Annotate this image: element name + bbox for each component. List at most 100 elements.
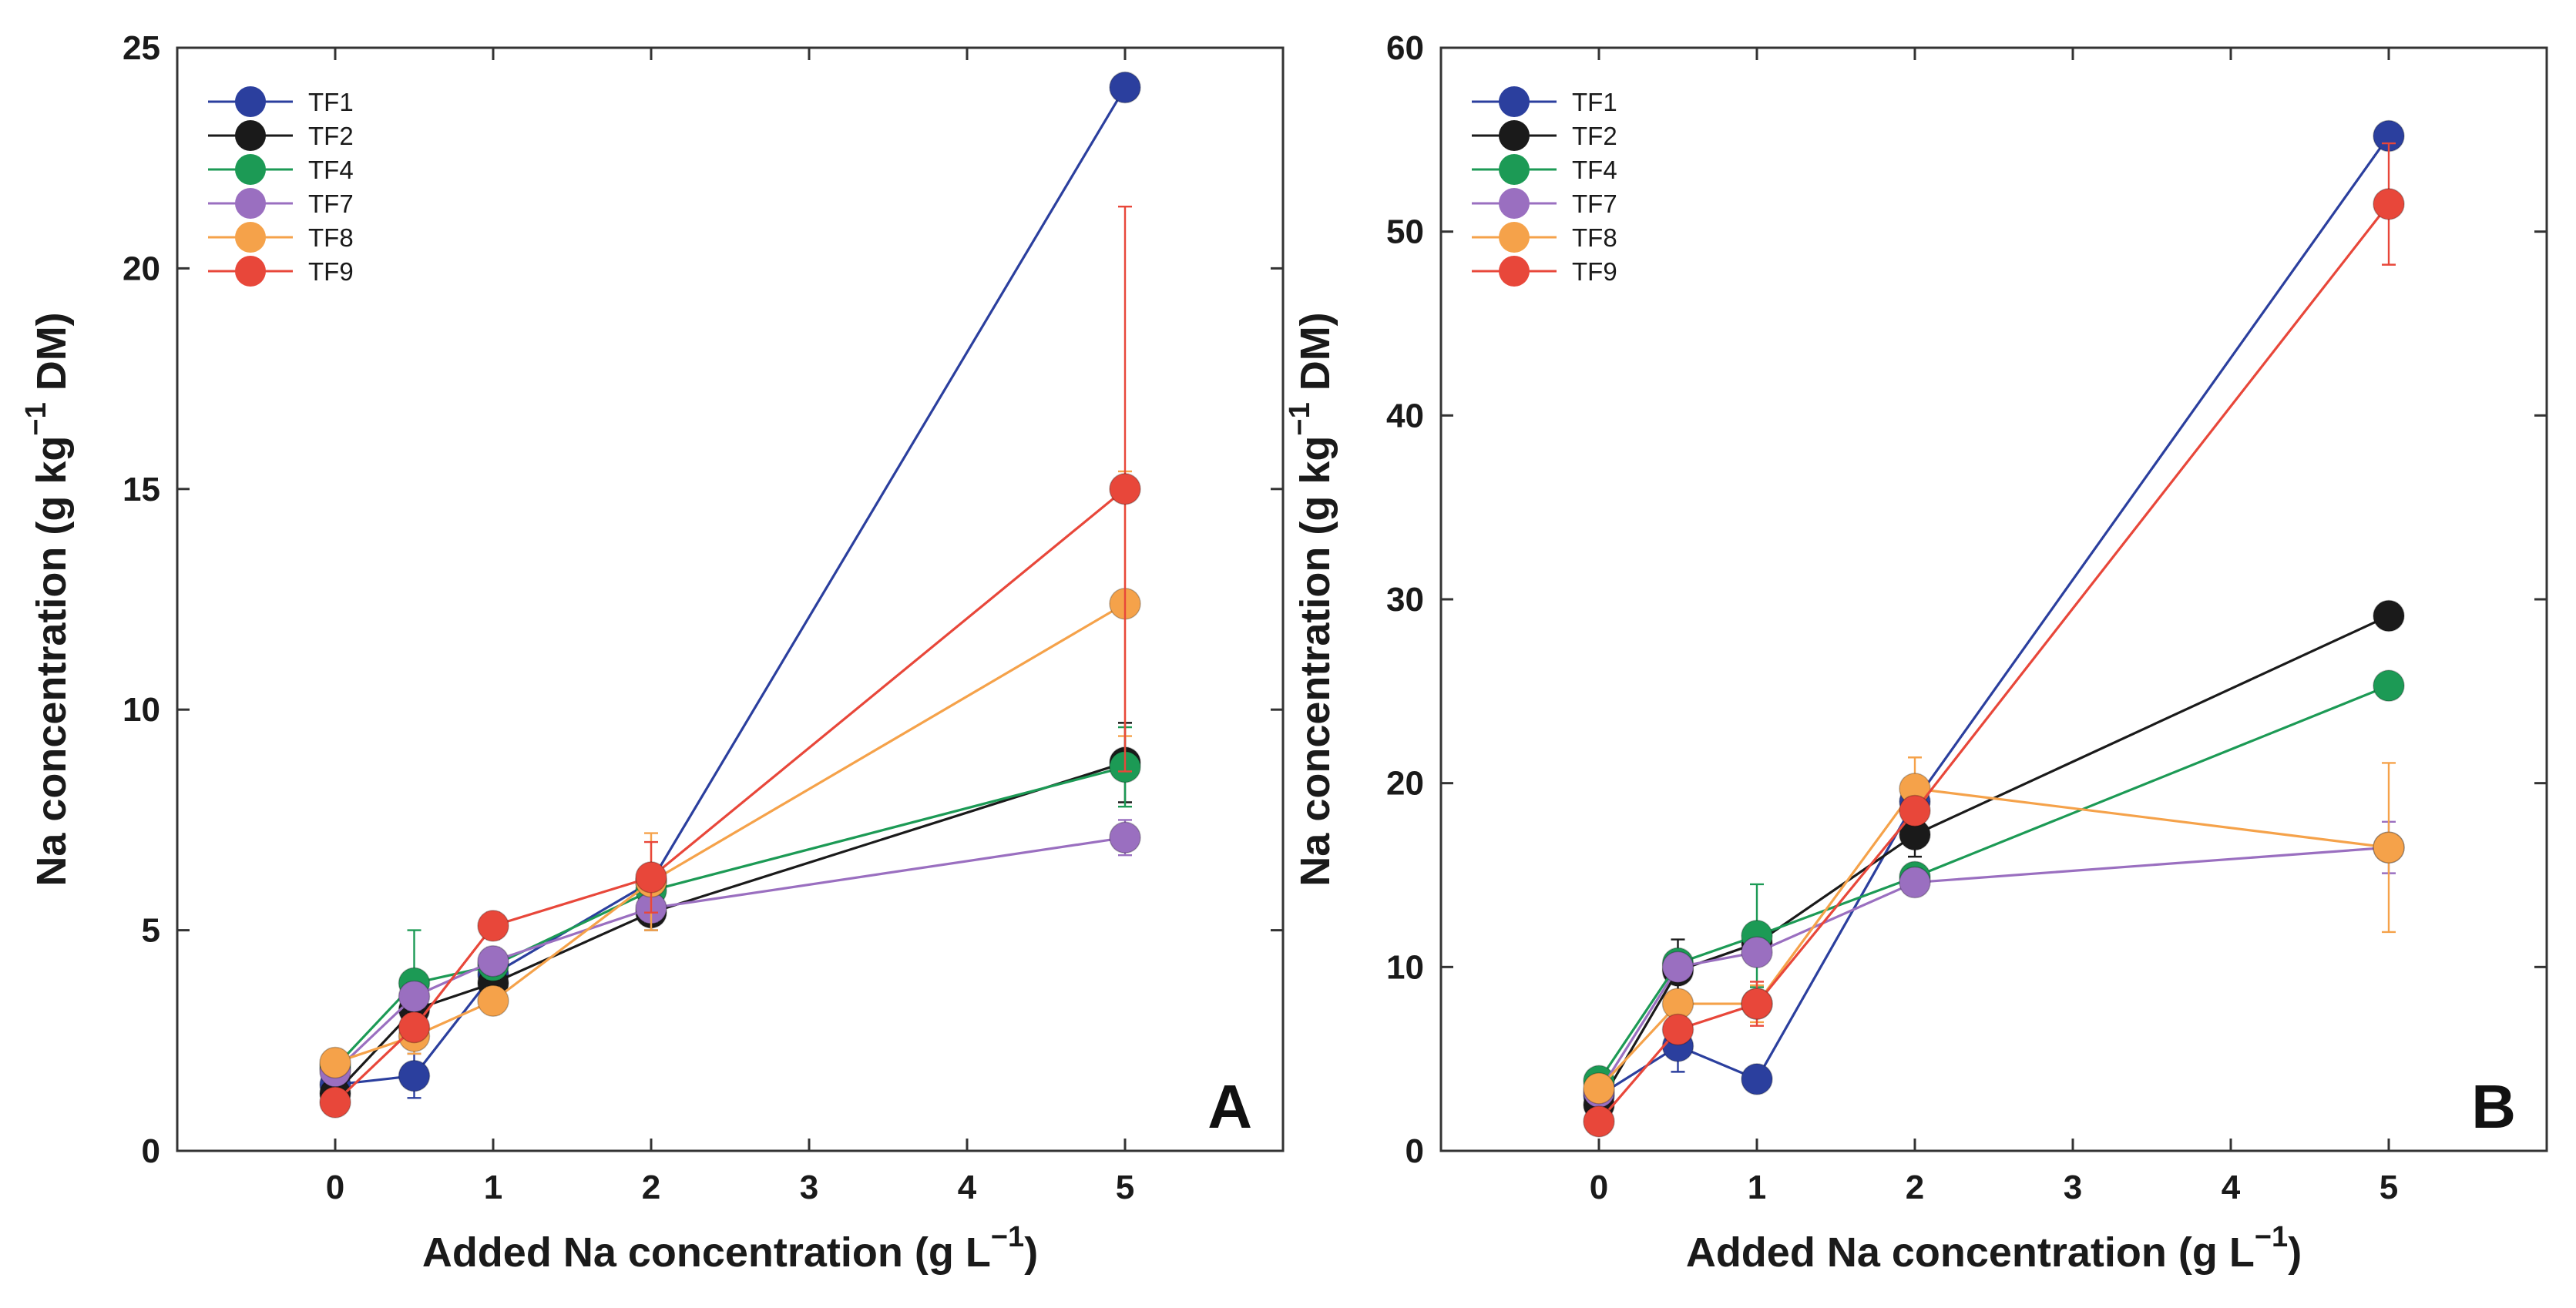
x-tick-label: 0 (1590, 1169, 1608, 1206)
legend-marker (235, 154, 266, 185)
data-point (2373, 669, 2405, 702)
y-tick-label: 0 (142, 1132, 160, 1170)
legend-label: TF1 (1572, 88, 1617, 116)
y-tick-label: 25 (123, 29, 160, 67)
y-tick-label: 50 (1386, 213, 1424, 251)
y-tick-label: 20 (1386, 765, 1424, 803)
y-tick-label: 5 (142, 912, 160, 950)
y-tick-label: 20 (123, 250, 160, 287)
legend-marker (235, 256, 266, 287)
data-point (477, 910, 509, 942)
legend-label: TF4 (308, 156, 354, 184)
legend-marker (235, 188, 266, 219)
panel-a: 0 1 2 3 4 5 0 5 10 15 20 25 Added Na concentration (… (20, 29, 1285, 1276)
legend-marker (1499, 188, 1530, 219)
series-tf2 (1583, 599, 2405, 1122)
data-point (1741, 988, 1773, 1020)
data-point (2373, 831, 2405, 864)
legend-label: TF4 (1572, 156, 1617, 184)
data-point (398, 1011, 431, 1044)
series-tf1 (319, 71, 1141, 1101)
series-line (1597, 846, 2390, 1093)
series-line (1597, 684, 2390, 1082)
legend-marker (235, 120, 266, 151)
data-point (1583, 1072, 1615, 1105)
legend: TF1 TF2 TF4 TF7 TF8 TF9 (208, 86, 354, 287)
data-point (1899, 794, 1931, 827)
data-point (477, 984, 509, 1017)
plot-frame (176, 46, 1285, 1152)
x-axis-label-exponent: −1 (2255, 1221, 2288, 1253)
x-tick-label: 5 (1116, 1169, 1134, 1206)
series-tf9 (1583, 142, 2405, 1138)
panel-label: B (2471, 1072, 2516, 1141)
legend-label: TF7 (308, 189, 354, 218)
x-tick-label: 3 (800, 1169, 818, 1206)
legend-label: TF9 (1572, 257, 1617, 286)
x-tick-label: 2 (1906, 1169, 1924, 1206)
data-point (2373, 599, 2405, 632)
series-tf9 (319, 206, 1141, 1119)
y-tick-label: 40 (1386, 397, 1424, 434)
x-tick-label: 1 (484, 1169, 502, 1206)
legend: TF1 TF2 TF4 TF7 TF8 TF9 (1472, 86, 1617, 287)
legend-label: TF8 (1572, 223, 1617, 252)
x-axis-label-end: ) (1024, 1229, 1038, 1276)
y-tick-label: 10 (1386, 948, 1424, 986)
x-axis-label-exponent: −1 (991, 1221, 1024, 1253)
x-axis-label-main: Added Na concentration (g L (422, 1229, 991, 1276)
data-point (1741, 936, 1773, 968)
y-axis-label-end: DM) (1292, 312, 1338, 402)
legend-marker (1499, 86, 1530, 117)
y-axis-label: Na concentration (g kg−1 DM) (1284, 312, 1338, 886)
y-axis-label-exponent: −1 (1284, 402, 1316, 435)
data-point (1583, 1105, 1615, 1138)
series-tf2 (319, 722, 1141, 1110)
x-tick-label: 1 (1748, 1169, 1766, 1206)
series-tf4 (1583, 669, 2405, 1098)
series-line (1597, 787, 2390, 1089)
data-point (319, 1046, 351, 1079)
y-axis-label-exponent: −1 (20, 402, 52, 435)
data-point (398, 1059, 431, 1092)
series-tf8 (1583, 756, 2405, 1105)
data-point (2373, 188, 2405, 220)
legend-label: TF1 (308, 88, 354, 116)
data-point (1109, 71, 1141, 104)
y-tick-label: 15 (123, 471, 160, 508)
y-tick-label: 30 (1386, 581, 1424, 619)
series-tf8 (319, 470, 1141, 1079)
legend-marker (1499, 256, 1530, 287)
y-axis-label-main: Na concentration (g kg (29, 436, 75, 887)
y-axis-label-end: DM) (29, 312, 75, 402)
legend-label: TF2 (308, 122, 354, 150)
legend-marker (235, 86, 266, 117)
x-tick-label: 4 (2222, 1169, 2241, 1206)
data-point (477, 944, 509, 978)
legend-marker (235, 222, 266, 253)
series-tf7 (319, 819, 1141, 1088)
x-tick-label: 0 (326, 1169, 344, 1206)
data-point (635, 861, 667, 894)
legend-marker (1499, 120, 1530, 151)
panel-label: A (1207, 1072, 1252, 1141)
series-line (334, 836, 1126, 1073)
x-axis-label: Added Na concentration (g L−1) (422, 1221, 1038, 1276)
x-tick-label: 3 (2064, 1169, 2082, 1206)
y-tick-label: 60 (1386, 29, 1424, 67)
legend-label: TF7 (1572, 189, 1617, 218)
x-axis-label-main: Added Na concentration (g L (1686, 1229, 2255, 1276)
legend-label: TF2 (1572, 122, 1617, 150)
series-line (334, 602, 1126, 1064)
data-point (1661, 951, 1694, 984)
data-point (1109, 821, 1141, 854)
legend-marker (1499, 154, 1530, 185)
series-line (334, 488, 1127, 1104)
legend-label: TF9 (308, 257, 354, 286)
legend-label: TF8 (308, 223, 354, 252)
y-axis-label-main: Na concentration (g kg (1292, 436, 1338, 887)
y-tick-label: 0 (1406, 1132, 1424, 1170)
x-axis-label-end: ) (2288, 1229, 2302, 1276)
data-point (319, 1086, 351, 1119)
